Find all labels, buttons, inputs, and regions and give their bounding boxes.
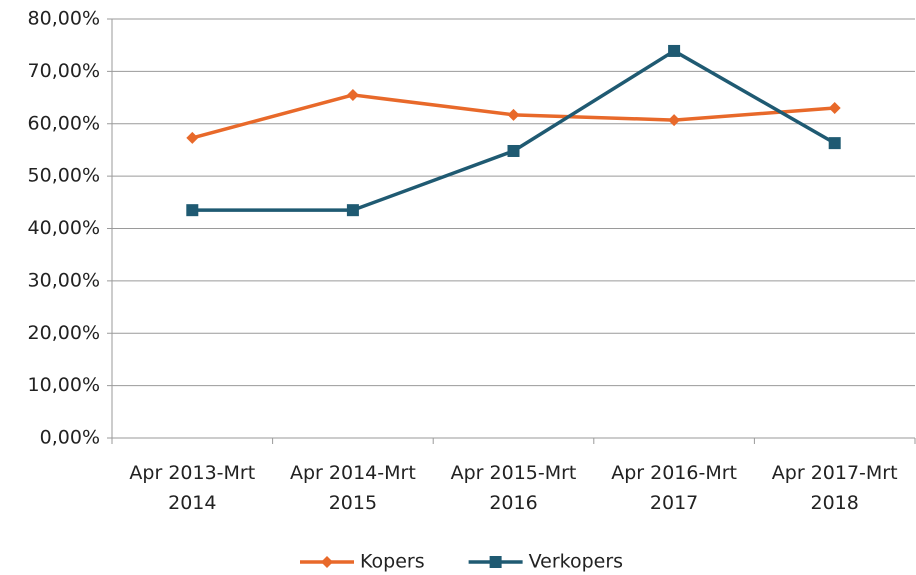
y-tick-label: 60,00% bbox=[28, 112, 100, 134]
marker bbox=[186, 131, 199, 144]
marker bbox=[346, 204, 359, 217]
x-tick-label: Apr 2017-Mrt 2018 bbox=[771, 462, 898, 514]
y-tick-label: 10,00% bbox=[28, 374, 100, 396]
marker bbox=[828, 102, 841, 115]
marker bbox=[828, 137, 841, 150]
legend-item: Verkopers bbox=[468, 551, 623, 573]
marker bbox=[489, 556, 502, 568]
y-tick-label: 30,00% bbox=[28, 269, 100, 291]
x-tick-label: Apr 2013-Mrt 2014 bbox=[129, 462, 256, 514]
marker bbox=[668, 44, 681, 57]
y-tick-label: 20,00% bbox=[28, 322, 100, 344]
legend-label: Kopers bbox=[360, 551, 425, 573]
marker bbox=[346, 88, 359, 101]
legend-label: Verkopers bbox=[529, 551, 623, 573]
y-tick-label: 80,00% bbox=[28, 8, 100, 30]
series-line bbox=[192, 49, 836, 212]
x-tick-label: Apr 2016-Mrt 2017 bbox=[611, 462, 737, 514]
y-tick-label: 0,00% bbox=[40, 427, 100, 449]
y-tick-label: 70,00% bbox=[28, 60, 100, 82]
marker bbox=[507, 144, 520, 157]
marker bbox=[668, 114, 681, 127]
marker bbox=[507, 108, 520, 121]
legend-item: Kopers bbox=[300, 551, 425, 573]
x-tick-label: Apr 2014-Mrt 2015 bbox=[290, 462, 416, 514]
marker bbox=[186, 204, 199, 217]
x-tick-label: Apr 2015-Mrt 2016 bbox=[450, 462, 577, 514]
y-tick-label: 40,00% bbox=[28, 217, 100, 239]
marker bbox=[321, 556, 333, 568]
y-tick-label: 50,00% bbox=[28, 165, 100, 187]
